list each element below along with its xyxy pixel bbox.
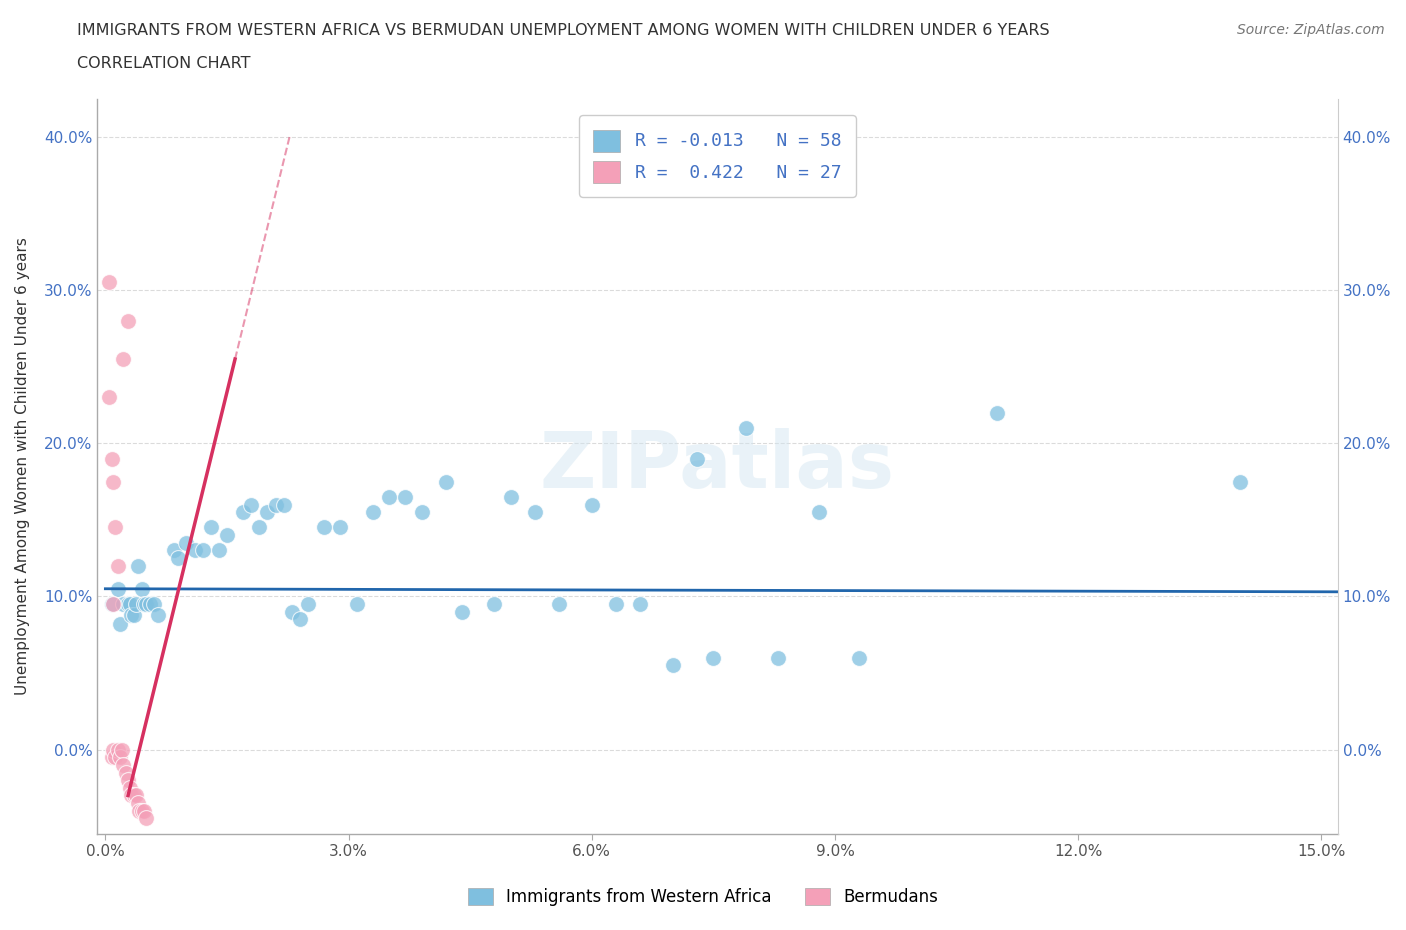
Point [848,650,870,665]
Point [200,520,222,535]
Point [264,498,287,512]
Point [112,597,135,612]
Point [103,742,125,757]
Point [112,352,135,366]
Legend: R = -0.013   N = 58, R =  0.422   N = 27: R = -0.013 N = 58, R = 0.422 N = 27 [579,115,856,197]
Point [346,597,368,612]
Point [524,505,547,520]
Point [127,796,149,811]
Point [163,543,186,558]
Point [288,612,311,627]
Point [118,597,141,612]
Point [131,804,153,818]
Point [256,505,278,520]
Y-axis label: Unemployment Among Women with Children Under 6 years: Unemployment Among Women with Children U… [15,237,30,696]
Point [240,498,263,512]
Point [232,505,254,520]
Point [125,788,148,803]
Point [167,551,190,565]
Point [112,757,135,772]
Point [110,742,132,757]
Point [191,543,214,558]
Point [686,451,709,466]
Point [103,474,125,489]
Point [122,607,145,622]
Text: CORRELATION CHART: CORRELATION CHART [77,56,250,71]
Point [361,505,384,520]
Point [101,451,124,466]
Point [98,275,121,290]
Point [120,607,142,622]
Point [101,750,124,764]
Point [114,765,136,780]
Point [125,597,148,612]
Point [176,536,198,551]
Point [734,420,756,435]
Point [146,607,169,622]
Point [297,597,319,612]
Point [104,750,127,764]
Text: ZIPatlas: ZIPatlas [540,428,896,504]
Point [122,788,145,803]
Point [127,558,149,573]
Point [117,597,139,612]
Point [394,489,416,504]
Point [135,597,157,612]
Point [107,742,129,757]
Point [120,788,142,803]
Point [143,597,166,612]
Point [628,597,651,612]
Point [581,498,603,512]
Point [108,617,131,631]
Point [499,489,522,504]
Point [273,498,295,512]
Point [411,505,433,520]
Point [605,597,627,612]
Point [134,597,156,612]
Point [107,581,129,596]
Point [128,804,150,818]
Point [484,597,506,612]
Point [702,650,724,665]
Text: IMMIGRANTS FROM WESTERN AFRICA VS BERMUDAN UNEMPLOYMENT AMONG WOMEN WITH CHILDRE: IMMIGRANTS FROM WESTERN AFRICA VS BERMUD… [77,23,1050,38]
Point [314,520,336,535]
Point [108,750,131,764]
Point [183,543,205,558]
Point [104,520,127,535]
Point [118,780,141,795]
Point [247,520,270,535]
Point [281,604,304,619]
Point [117,773,139,788]
Point [208,543,231,558]
Point [101,597,124,612]
Point [662,658,685,672]
Point [215,527,238,542]
Point [117,313,139,328]
Point [986,405,1008,420]
Point [139,597,162,612]
Point [98,390,121,405]
Point [131,581,153,596]
Text: Source: ZipAtlas.com: Source: ZipAtlas.com [1237,23,1385,37]
Point [451,604,474,619]
Point [103,597,125,612]
Point [1229,474,1251,489]
Point [548,597,571,612]
Point [807,505,830,520]
Legend: Immigrants from Western Africa, Bermudans: Immigrants from Western Africa, Bermudan… [461,881,945,912]
Point [107,558,129,573]
Point [768,650,790,665]
Point [135,811,157,826]
Point [134,804,156,818]
Point [434,474,457,489]
Point [329,520,352,535]
Point [378,489,401,504]
